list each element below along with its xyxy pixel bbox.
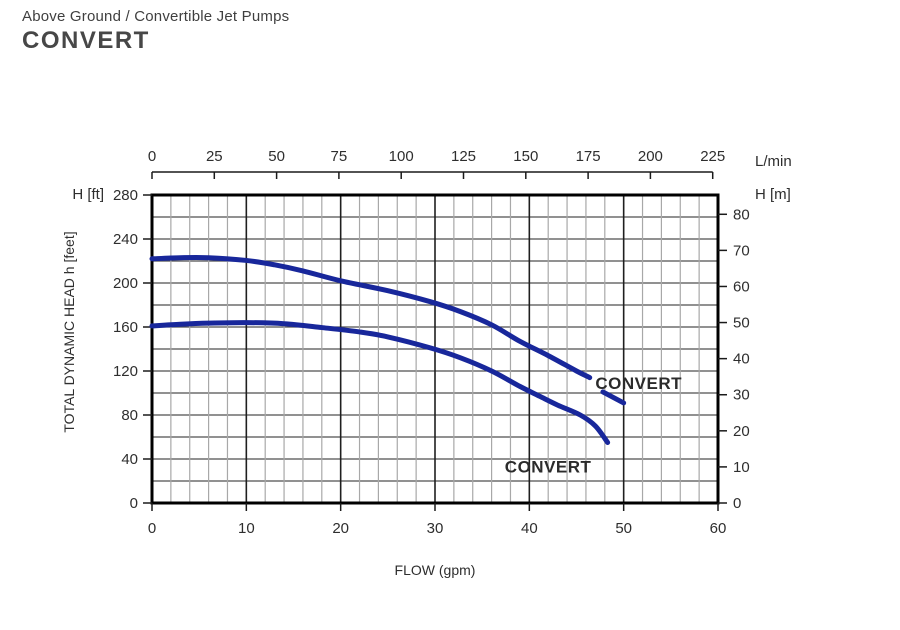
pump-curve	[149, 254, 627, 406]
right-axis-tick-label: 30	[733, 387, 750, 404]
top-axis-tick-label: 200	[638, 148, 663, 165]
left-axis-tick-label: 120	[113, 363, 138, 380]
right-axis-tick-label: 0	[733, 495, 741, 512]
left-axis-tick-label: 80	[121, 407, 138, 424]
pump-curve-path	[149, 254, 593, 381]
bottom-axis-tick-label: 10	[238, 520, 255, 537]
pump-curve-path	[149, 320, 611, 445]
curve-label: CONVERT	[595, 374, 682, 393]
right-axis-tick-label: 40	[733, 351, 750, 368]
x-axis-title: FLOW (gpm)	[395, 562, 476, 578]
bottom-axis-tick-label: 60	[710, 520, 727, 537]
left-axis-unit-label: H [ft]	[72, 186, 104, 203]
left-axis-tick-label: 200	[113, 275, 138, 292]
bottom-axis-tick-label: 50	[615, 520, 632, 537]
pump-curve-path	[600, 389, 627, 406]
pump-curve	[149, 320, 611, 445]
page-header: Above Ground / Convertible Jet Pumps CON…	[22, 8, 289, 55]
right-axis-tick-label: 50	[733, 315, 750, 332]
bottom-axis-tick-label: 40	[521, 520, 538, 537]
left-axis-tick-label: 280	[113, 187, 138, 204]
top-axis-tick-label: 75	[331, 148, 348, 165]
left-axis-tick-label: 160	[113, 319, 138, 336]
bottom-axis-tick-label: 20	[332, 520, 349, 537]
top-axis-tick-label: 50	[268, 148, 285, 165]
top-axis-tick-label: 125	[451, 148, 476, 165]
top-axis-tick-label: 0	[148, 148, 156, 165]
right-axis-tick-label: 80	[733, 206, 750, 223]
page-title: CONVERT	[22, 27, 150, 54]
bottom-axis-tick-label: 30	[427, 520, 444, 537]
top-axis-tick-label: 25	[206, 148, 223, 165]
left-axis-tick-label: 240	[113, 231, 138, 248]
top-axis-tick-label: 175	[576, 148, 601, 165]
right-axis-tick-label: 60	[733, 278, 750, 295]
right-axis-tick-label: 70	[733, 242, 750, 259]
y-axis-title: TOTAL DYNAMIC HEAD h [feet]	[61, 231, 77, 432]
top-axis-tick-label: 225	[700, 148, 725, 165]
top-axis-tick-label: 150	[513, 148, 538, 165]
curve-label: CONVERT	[505, 458, 592, 477]
left-axis-tick-label: 40	[121, 451, 138, 468]
right-axis-unit-label: H [m]	[755, 186, 791, 203]
top-axis-tick-label: 100	[389, 148, 414, 165]
right-axis-tick-label: 20	[733, 423, 750, 440]
right-axis-tick-label: 10	[733, 459, 750, 476]
top-axis-unit-label: L/min	[755, 153, 792, 170]
bottom-axis-tick-label: 0	[148, 520, 156, 537]
left-axis-tick-label: 0	[130, 495, 138, 512]
category-title: Above Ground / Convertible Jet Pumps	[22, 8, 290, 25]
